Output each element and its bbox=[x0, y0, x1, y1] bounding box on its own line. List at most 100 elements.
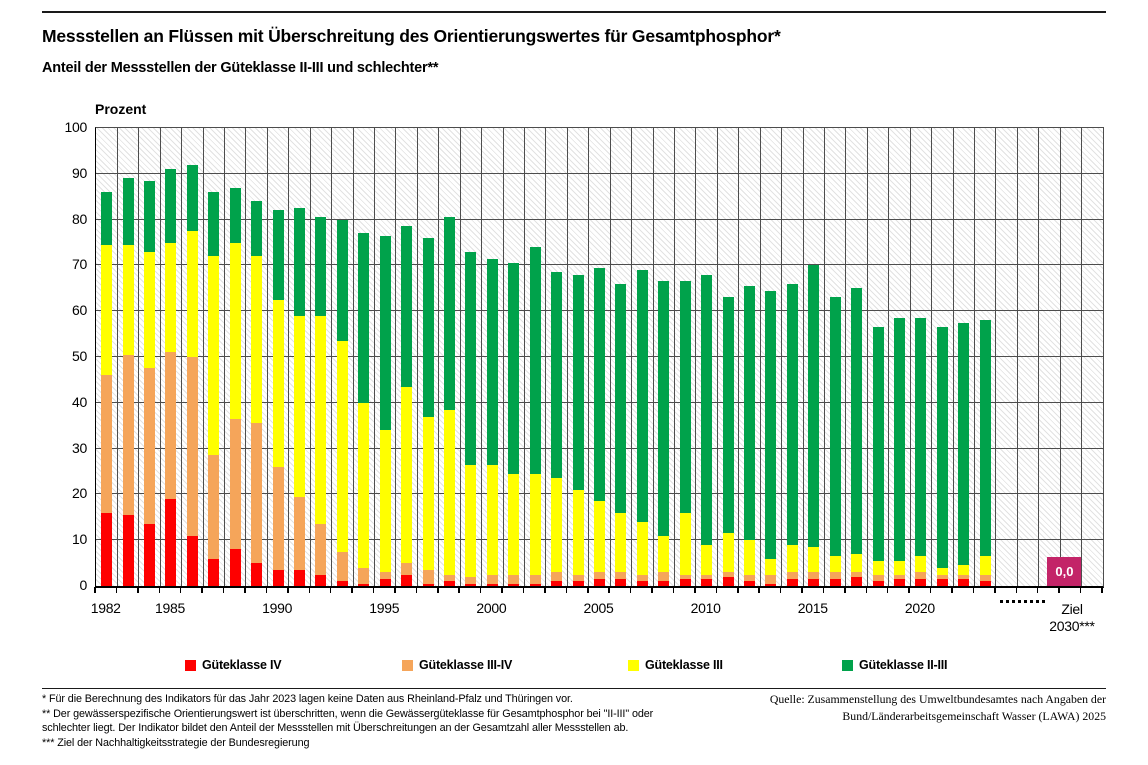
gridline-vertical bbox=[973, 128, 975, 586]
bar-segment-2021 bbox=[936, 567, 948, 575]
bar-segment-2011 bbox=[722, 576, 734, 586]
legend-swatch-icon bbox=[842, 659, 853, 671]
bar-segment-2005 bbox=[594, 572, 605, 580]
bar-segment-2009 bbox=[679, 574, 691, 580]
x-axis-label-2000: 2000 bbox=[476, 600, 507, 616]
bar-segment-1986 bbox=[186, 164, 198, 232]
x-axis-tick bbox=[265, 587, 268, 593]
gridline-vertical bbox=[845, 128, 847, 586]
bar-segment-1988 bbox=[229, 549, 241, 586]
bar-segment-1988 bbox=[229, 242, 241, 419]
bar-segment-1991 bbox=[294, 315, 306, 497]
bar-segment-1990 bbox=[272, 569, 284, 586]
gridline-vertical bbox=[181, 128, 183, 586]
x-axis-tick bbox=[801, 587, 803, 593]
bar-segment-2019 bbox=[893, 579, 905, 586]
bar-segment-2000 bbox=[486, 258, 498, 465]
gridline-vertical bbox=[224, 128, 226, 586]
gridline-vertical bbox=[352, 128, 354, 586]
bar-segment-1994 bbox=[358, 402, 370, 568]
bar-segment-2017 bbox=[851, 572, 863, 577]
bar-segment-2023 bbox=[979, 556, 991, 575]
top-border-line bbox=[42, 11, 1106, 13]
bar-segment-2015 bbox=[808, 265, 820, 548]
bar-segment-1991 bbox=[294, 208, 306, 316]
bar-segment-2004 bbox=[572, 581, 584, 586]
bar-segment-2020 bbox=[915, 572, 927, 580]
bar-segment-1987 bbox=[208, 558, 220, 586]
bar-segment-2001 bbox=[508, 574, 520, 584]
y-axis-tick-label: 80 bbox=[72, 210, 87, 227]
x-axis-tick bbox=[758, 587, 760, 593]
bar-segment-2012 bbox=[743, 581, 755, 586]
x-axis-tick bbox=[822, 587, 825, 593]
bar-segment-2002 bbox=[529, 583, 541, 586]
bar-segment-2006 bbox=[615, 283, 627, 513]
bar-segment-2001 bbox=[508, 583, 520, 586]
bar-segment-2019 bbox=[893, 574, 905, 580]
bar-segment-2022 bbox=[958, 322, 970, 566]
bar-segment-2023 bbox=[979, 581, 991, 586]
bar-segment-1995 bbox=[379, 572, 391, 580]
x-axis-tick bbox=[158, 587, 161, 593]
bar-segment-2013 bbox=[765, 290, 777, 559]
bar-segment-1983 bbox=[122, 178, 134, 245]
gridline-vertical bbox=[438, 128, 440, 586]
bar-segment-2008 bbox=[658, 535, 670, 573]
x-axis-label-2020: 2020 bbox=[904, 600, 935, 616]
bar-segment-2014 bbox=[786, 579, 798, 586]
bar-segment-1996 bbox=[401, 563, 413, 575]
x-axis-tick bbox=[1101, 587, 1103, 593]
gridline-horizontal bbox=[96, 172, 1103, 174]
x-axis-tick bbox=[94, 587, 96, 593]
plot-area: 0,0 bbox=[95, 127, 1104, 588]
gridline-vertical bbox=[695, 128, 697, 586]
bar-segment-2012 bbox=[743, 574, 755, 582]
y-axis-tick-label: 60 bbox=[72, 302, 87, 319]
x-axis-tick bbox=[908, 587, 910, 593]
bar-segment-1982 bbox=[101, 192, 113, 245]
gridline-vertical bbox=[673, 128, 675, 586]
x-axis-label-2010: 2010 bbox=[690, 600, 721, 616]
bar-segment-1997 bbox=[422, 237, 434, 417]
gridline-vertical bbox=[888, 128, 890, 586]
bar-segment-2017 bbox=[851, 288, 863, 554]
gridline-vertical bbox=[931, 128, 933, 586]
gridline-vertical bbox=[524, 128, 525, 586]
bar-segment-1994 bbox=[358, 233, 370, 403]
bar-segment-2000 bbox=[486, 464, 498, 575]
legend-swatch-icon bbox=[185, 659, 196, 671]
x-axis-tick bbox=[351, 587, 353, 593]
x-axis-tick bbox=[479, 587, 482, 593]
bar-segment-2023 bbox=[979, 320, 991, 557]
bar-segment-2010 bbox=[701, 274, 713, 545]
x-axis-tick bbox=[886, 587, 889, 593]
bar-segment-2016 bbox=[829, 579, 841, 586]
bar-segment-2014 bbox=[786, 544, 798, 573]
x-axis-tick bbox=[1079, 587, 1082, 593]
bar-segment-2004 bbox=[572, 274, 584, 490]
bar-segment-1988 bbox=[229, 418, 241, 550]
bar-segment-2018 bbox=[872, 327, 884, 561]
bar-segment-1996 bbox=[401, 386, 413, 564]
x-axis-tick bbox=[694, 587, 696, 593]
x-axis-tick bbox=[587, 587, 589, 593]
y-axis-tick-label: 20 bbox=[72, 485, 87, 502]
bar-segment-1985 bbox=[165, 498, 177, 586]
x-axis-tick bbox=[222, 587, 225, 593]
y-axis-tick-label: 70 bbox=[72, 256, 87, 273]
legend-swatch-icon bbox=[628, 659, 639, 671]
x-axis-tick bbox=[951, 587, 953, 593]
bar-segment-1994 bbox=[358, 567, 370, 584]
gridline-vertical bbox=[823, 128, 825, 586]
bar-segment-1998 bbox=[444, 409, 456, 575]
bar-segment-1999 bbox=[465, 583, 477, 586]
x-axis-label-2015: 2015 bbox=[797, 600, 828, 616]
source-line2: Bund/Länderarbeitsgemeinschaft Wasser (L… bbox=[842, 709, 1106, 723]
bar-segment-1990 bbox=[272, 210, 284, 300]
x-axis-tick bbox=[972, 587, 975, 593]
bar-segment-2008 bbox=[658, 572, 670, 582]
x-label-target-line1: Ziel bbox=[1061, 601, 1083, 617]
bar-segment-1986 bbox=[186, 357, 198, 536]
x-axis-tick bbox=[372, 587, 375, 593]
